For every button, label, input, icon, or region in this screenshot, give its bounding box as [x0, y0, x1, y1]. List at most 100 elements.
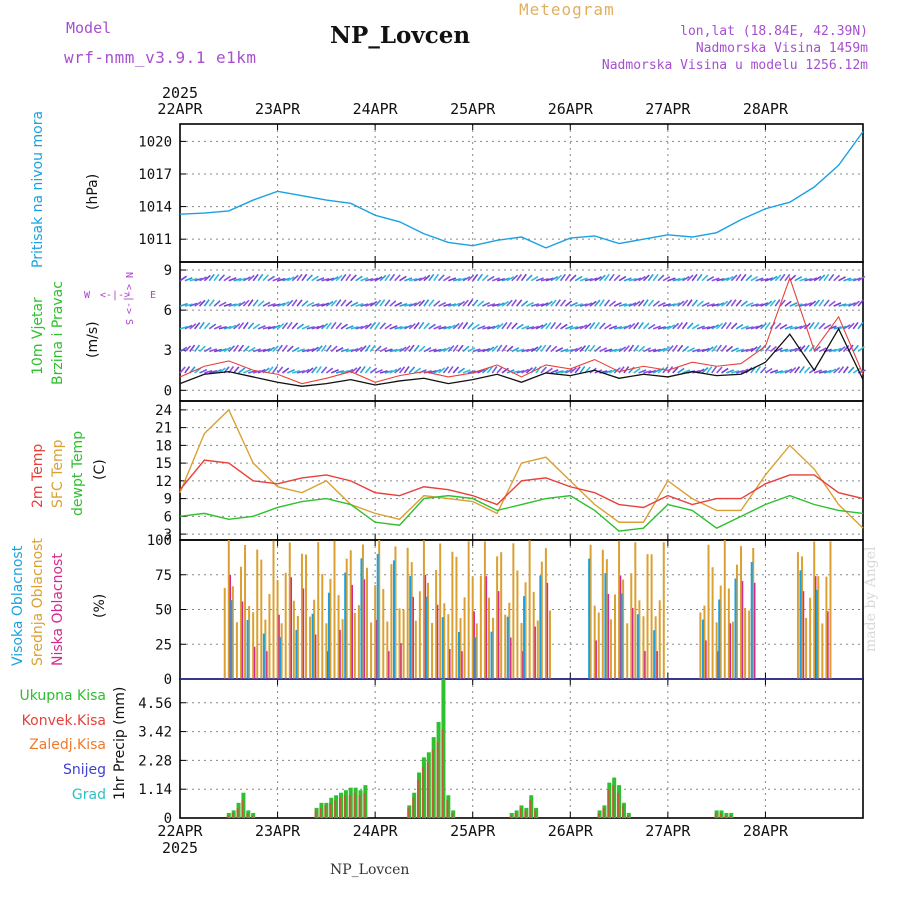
wind-barb — [604, 369, 613, 374]
wind-barb — [267, 346, 276, 353]
wind-barb — [857, 321, 864, 330]
precip-conv-bar — [251, 815, 254, 818]
precip-legend-item: Zaledj.Kisa — [29, 737, 106, 753]
wind-barb — [594, 299, 601, 307]
wind-barb — [711, 277, 720, 282]
wind-barb — [243, 368, 252, 374]
precip-ylabel: 1hr Precip (mm) — [112, 687, 128, 800]
wind-barb — [662, 325, 671, 330]
wind-barb — [725, 321, 732, 330]
wind-barb — [603, 323, 612, 330]
wind-barb — [633, 367, 641, 374]
wind-barb — [423, 299, 430, 307]
wind-barb — [774, 274, 782, 282]
wind-barb — [413, 344, 420, 353]
wind-barb — [779, 323, 788, 330]
wind-barb — [808, 344, 816, 353]
wind-barb — [745, 302, 754, 307]
wind-barb — [369, 322, 376, 330]
wind-barb — [291, 346, 300, 353]
wind-barb — [496, 277, 506, 282]
wind-barb — [774, 322, 782, 330]
wind-barb — [662, 346, 670, 353]
y-tick-label: 6 — [164, 303, 172, 319]
date-tick-top: 27APR — [645, 100, 691, 118]
precip-conv-bar — [612, 785, 615, 818]
wind-barb — [452, 366, 460, 374]
wind-barb — [408, 366, 416, 374]
wind-barb — [740, 325, 749, 330]
wind-barb — [550, 321, 557, 330]
wind-barb — [320, 323, 329, 330]
dewpt-line — [179, 494, 864, 532]
wind-barb — [535, 303, 545, 307]
precip-conv-bar — [514, 812, 517, 818]
wind-barb — [453, 277, 462, 282]
wind-barb — [842, 366, 849, 374]
wind-dir-e: E — [150, 290, 156, 301]
wind-barb — [267, 302, 276, 307]
wind-barb — [384, 348, 393, 353]
wind-barb — [433, 300, 441, 307]
wind-barb — [716, 302, 725, 307]
wind-barb — [681, 345, 690, 353]
wind-barb — [584, 302, 593, 307]
wind-barb — [735, 369, 745, 374]
precip-conv-bar — [451, 812, 454, 818]
wind-barb — [565, 348, 574, 353]
wind-barb — [481, 367, 490, 374]
wind-barb — [828, 300, 836, 307]
wind-barb — [721, 367, 729, 374]
wind-barb — [648, 348, 657, 353]
wind-barb — [335, 274, 343, 282]
wind-barb — [369, 367, 378, 374]
wind-barb — [638, 345, 646, 353]
wind-barb — [716, 366, 723, 374]
wind-barb — [667, 324, 676, 330]
wind-barb — [472, 348, 481, 353]
wind-barb — [281, 322, 289, 330]
wind-barb — [418, 299, 426, 307]
wind-barb — [306, 301, 315, 307]
wind-barb — [779, 348, 788, 353]
date-tick-bottom: 27APR — [645, 822, 691, 840]
wind-barb — [203, 299, 210, 307]
wind-barb — [486, 346, 495, 353]
wind-barb — [247, 322, 255, 330]
wind-barb — [311, 275, 319, 282]
wind-barb — [286, 276, 295, 282]
wind-barb — [647, 299, 655, 307]
wind-barb — [506, 276, 515, 282]
wind-barb — [404, 303, 413, 307]
wind-barb — [496, 302, 505, 307]
wind-barb — [423, 322, 430, 330]
wind-barb — [482, 347, 491, 353]
wind-barb — [847, 366, 855, 374]
wind-barb — [676, 344, 684, 353]
wind-barb — [448, 303, 457, 307]
wind-barb — [325, 367, 334, 374]
wind-barb — [491, 365, 498, 374]
wind-barb — [652, 368, 661, 374]
wind-barb — [731, 370, 740, 374]
wind-barb — [413, 300, 422, 307]
wind-barb — [613, 347, 622, 353]
wind-barb — [257, 300, 265, 307]
wind-barb — [345, 300, 353, 307]
wind-barb — [535, 277, 544, 282]
wind-barb — [574, 275, 583, 282]
y-tick-label: 6 — [164, 509, 172, 525]
y-tick-label: 21 — [155, 421, 172, 437]
date-tick-top: 25APR — [450, 100, 496, 118]
wind-barb — [599, 347, 608, 353]
wind-barb — [725, 275, 734, 282]
wind-barb — [711, 303, 720, 307]
panel-frame — [179, 261, 864, 402]
wind-barb — [516, 323, 524, 330]
wind-barb — [618, 303, 627, 307]
wind-barb — [696, 325, 705, 330]
wind-barb — [457, 344, 464, 353]
wind-barb — [725, 345, 734, 353]
wind-barb — [335, 370, 345, 374]
wind-barb — [555, 274, 562, 282]
